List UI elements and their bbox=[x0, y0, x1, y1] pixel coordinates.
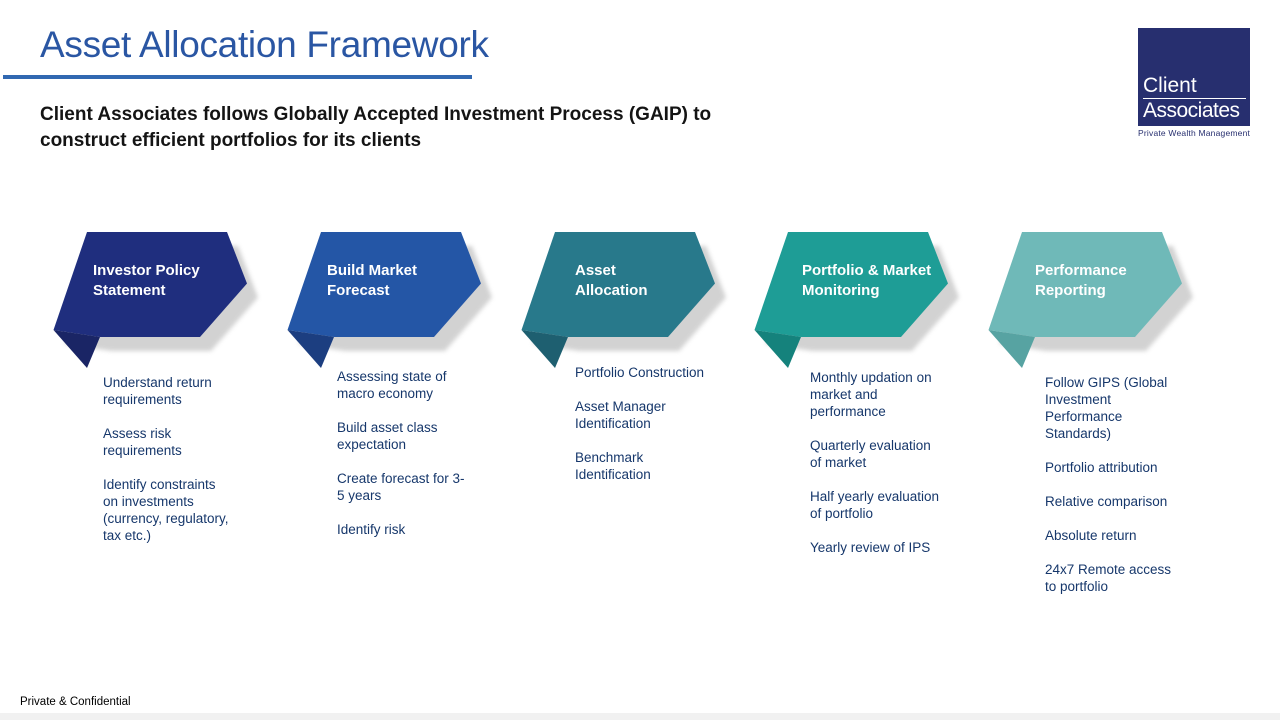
logo-text-client: Client bbox=[1143, 74, 1246, 99]
ribbon-banner-shape bbox=[521, 232, 726, 368]
step-bullets: Monthly updation on market and performan… bbox=[810, 369, 980, 573]
banner-fold bbox=[287, 330, 334, 368]
banner-fold bbox=[988, 330, 1035, 368]
bullet-item: Yearly review of IPS bbox=[810, 540, 931, 555]
banner-fold bbox=[521, 330, 568, 368]
company-logo: Client Associates Private Wealth Managem… bbox=[1138, 28, 1250, 138]
banner-body bbox=[988, 232, 1182, 337]
banner-body bbox=[287, 232, 481, 337]
bullet-item: Asset Manager Identification bbox=[575, 399, 666, 431]
bullet-item: Quarterly evaluation of market bbox=[810, 438, 931, 470]
ribbon-banner-shape bbox=[754, 232, 959, 368]
step-bullets: Assessing state of macro economy Build a… bbox=[337, 368, 507, 555]
bullet-item: Assess risk requirements bbox=[103, 426, 182, 458]
step-bullets: Understand return requirements Assess ri… bbox=[103, 374, 273, 561]
title-underline bbox=[3, 75, 472, 79]
bullet-item: 24x7 Remote access to portfolio bbox=[1045, 562, 1172, 594]
slide-subtitle: Client Associates follows Globally Accep… bbox=[40, 104, 712, 151]
bullet-item: Build asset class expectation bbox=[337, 420, 438, 452]
bottom-strip bbox=[0, 713, 1280, 720]
bullet-item: Half yearly evaluation of portfolio bbox=[810, 489, 940, 521]
logo-box: Client Associates bbox=[1138, 28, 1250, 126]
bullet-item: Benchmark Identification bbox=[575, 450, 651, 482]
ribbon-banner-shape bbox=[988, 232, 1193, 368]
bullet-item: Portfolio attribution bbox=[1045, 460, 1158, 475]
banner-body bbox=[53, 232, 247, 337]
step-bullets: Portfolio Construction Asset Manager Ide… bbox=[575, 364, 745, 500]
bullet-item: Identify constraints on investments (cur… bbox=[103, 477, 229, 543]
bullet-item: Portfolio Construction bbox=[575, 365, 705, 380]
bullet-item: Assessing state of macro economy bbox=[337, 369, 447, 401]
logo-text-associates: Associates bbox=[1143, 99, 1240, 122]
bullet-item: Understand return requirements bbox=[103, 375, 212, 407]
step-title: Build Market Forecast bbox=[327, 262, 418, 299]
bullet-item: Identify risk bbox=[337, 522, 406, 537]
step-bullets: Follow GIPS (Global Investment Performan… bbox=[1045, 374, 1215, 612]
page-title: Asset Allocation Framework bbox=[40, 24, 489, 65]
confidentiality-note: Private & Confidential bbox=[20, 696, 131, 708]
ribbon-banner-shape bbox=[287, 232, 492, 368]
step-title: Performance Reporting bbox=[1035, 262, 1127, 299]
banner-body bbox=[754, 232, 948, 337]
bullet-item: Monthly updation on market and performan… bbox=[810, 370, 932, 419]
bullet-item: Absolute return bbox=[1045, 528, 1137, 543]
step-title: Portfolio & Market Monitoring bbox=[802, 262, 932, 299]
banner-body bbox=[521, 232, 715, 337]
logo-tagline: Private Wealth Management bbox=[1138, 128, 1251, 138]
bullet-item: Relative comparison bbox=[1045, 494, 1168, 509]
banner-fold bbox=[754, 330, 801, 368]
banner-fold bbox=[53, 330, 100, 368]
bullet-item: Create forecast for 3- 5 years bbox=[337, 471, 465, 503]
bullet-item: Follow GIPS (Global Investment Performan… bbox=[1045, 375, 1168, 441]
step-title: Asset Allocation bbox=[575, 262, 648, 299]
ribbon-banner-shape bbox=[53, 232, 258, 368]
step-title: Investor Policy Statement bbox=[93, 262, 200, 299]
